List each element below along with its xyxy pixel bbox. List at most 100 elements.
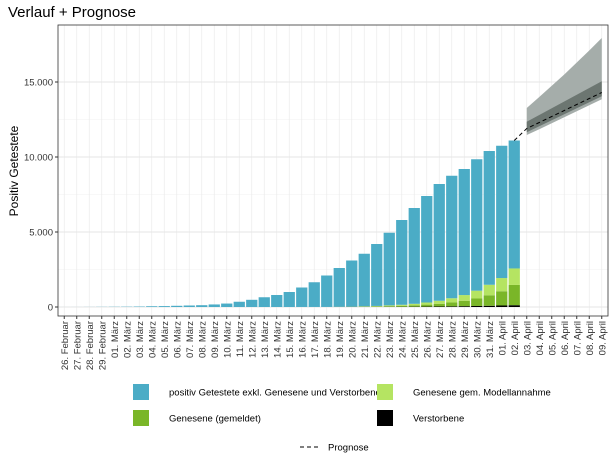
x-tick-label: 08. März [197,321,208,358]
forecast-line [513,92,602,141]
bar-segment [458,300,470,307]
bar-segment [458,295,470,301]
x-tick-label: 13. März [260,321,271,358]
bar-segment [446,175,458,299]
x-tick-label: 15. März [285,321,296,358]
bar-segment [496,305,508,307]
x-tick-label: 02. April [510,321,521,355]
x-tick-label: 05. April [547,321,558,355]
x-tick-label: 28. Februar [85,321,96,370]
y-axis-label: Positiv Getestete [7,125,21,216]
bar-segment [446,298,458,303]
x-tick-label: 26. März [422,321,433,358]
x-tick-label: 04. April [535,321,546,355]
bar-segment [246,299,258,307]
bar-segment [421,302,433,305]
chart-title: Verlauf + Prognose [8,4,136,21]
bar-segment [321,275,333,307]
bar-segment [171,305,183,307]
bar-segment [408,305,420,307]
bar-segment [433,306,445,307]
x-tick-label: 18. März [322,321,333,358]
bar-segment [471,159,483,291]
bar-segment [233,301,245,307]
x-tick-label: 01. März [110,321,121,358]
bar-segment [421,304,433,307]
legend-label: Verstorbene [413,414,464,425]
bar-segment [421,196,433,303]
bar-segment [333,268,345,307]
bar-segment [383,232,395,306]
bar-segment [158,306,170,307]
bar-segment [258,297,270,307]
plot-border [57,24,609,317]
legend-key [133,410,149,426]
y-tick-label: 15.000 [24,78,53,89]
x-tick-label: 31. März [485,321,496,358]
x-tick-label: 06. April [560,321,571,355]
bar-segment [471,290,483,299]
x-tick-label: 05. März [160,321,171,358]
bar-segment [471,298,483,306]
bar-segment [446,306,458,307]
y-tick-label: 0 [48,303,53,314]
x-tick-label: 28. März [447,321,458,358]
plot-background [58,25,608,316]
legend-key [133,384,149,400]
bar-segment [296,287,308,307]
x-tick-label: 29. Februar [97,321,108,370]
x-tick-label: 22. März [372,321,383,358]
legend-key [377,410,393,426]
bar-segment [196,305,208,307]
bar-segment [396,220,408,305]
bar-segment [308,282,320,307]
bar-segment [483,284,495,296]
bar-segment [433,303,445,307]
bar-segment [508,284,520,306]
x-tick-label: 07. März [185,321,196,358]
x-tick-label: 20. März [347,321,358,358]
x-tick-label: 03. April [522,321,533,355]
bar-segment [433,184,445,301]
x-tick-label: 21. März [360,321,371,358]
bar-segment [483,305,495,307]
bar-segment [508,140,520,269]
x-tick-label: 01. April [497,321,508,355]
bar-segment [346,260,358,307]
bar-segment [496,145,508,279]
x-tick-label: 08. April [585,321,596,355]
x-tick-label: 10. März [222,321,233,358]
bar-segment [283,292,295,307]
bar-segment [358,253,370,307]
bar-segment [221,303,233,307]
legend-key [377,384,393,400]
x-tick-label: 12. März [247,321,258,358]
x-tick-label: 09. März [210,321,221,358]
bar-segment [146,306,158,307]
x-tick-label: 24. März [397,321,408,358]
bar-segment [508,305,520,307]
bar-segment [496,278,508,292]
bar-segment [271,295,283,307]
bar-segment [383,305,395,307]
bar-segment [471,305,483,307]
x-tick-label: 19. März [335,321,346,358]
bar-segment [371,244,383,306]
bar-segment [433,300,445,304]
forecast-band [526,38,602,135]
bar-segment [458,306,470,307]
legend-label: Genesene (gemeldet) [169,414,261,425]
legend-label: Genesene gem. Modellannahme [413,388,551,399]
x-tick-label: 11. März [235,321,246,358]
bar-segment [408,208,420,304]
x-tick-label: 06. März [172,321,183,358]
bar-segment [496,291,508,306]
x-tick-label: 09. April [597,321,608,355]
legend-label: Prognose [328,443,369,454]
bar-segment [383,306,395,307]
x-tick-label: 03. März [135,321,146,358]
x-tick-label: 07. April [572,321,583,355]
x-tick-label: 27. März [435,321,446,358]
bar-segment [483,151,495,285]
